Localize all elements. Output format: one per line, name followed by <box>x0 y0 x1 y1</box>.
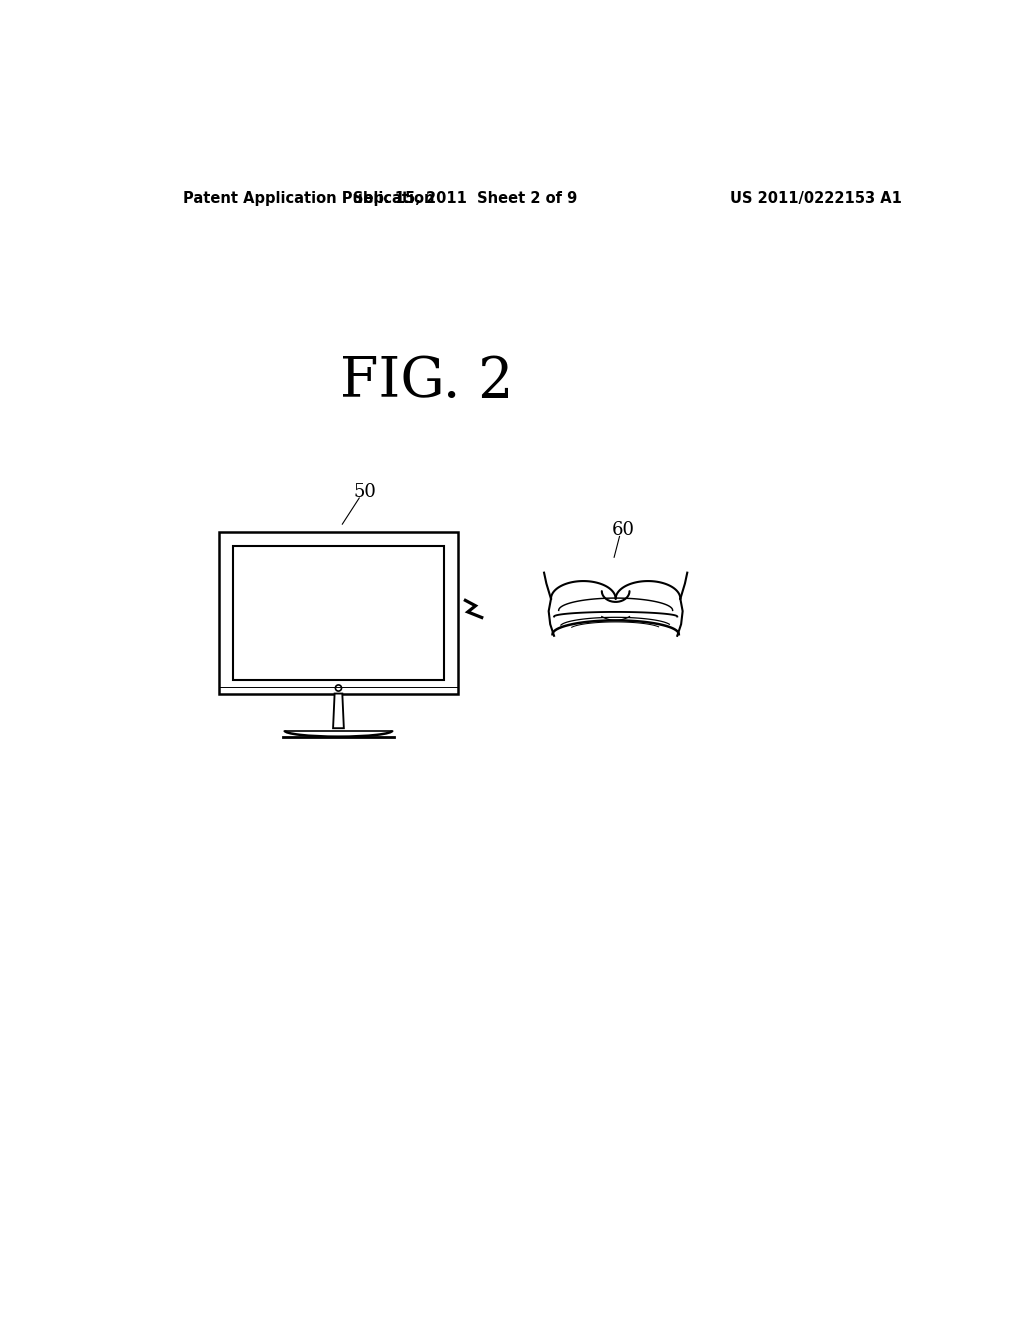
Text: Patent Application Publication: Patent Application Publication <box>183 191 434 206</box>
Text: 50: 50 <box>354 483 377 500</box>
Polygon shape <box>333 693 344 729</box>
Text: US 2011/0222153 A1: US 2011/0222153 A1 <box>730 191 902 206</box>
Text: Sep. 15, 2011  Sheet 2 of 9: Sep. 15, 2011 Sheet 2 of 9 <box>353 191 578 206</box>
Text: FIG. 2: FIG. 2 <box>340 354 514 409</box>
Polygon shape <box>233 545 444 680</box>
Polygon shape <box>219 532 458 693</box>
Text: 60: 60 <box>612 520 635 539</box>
